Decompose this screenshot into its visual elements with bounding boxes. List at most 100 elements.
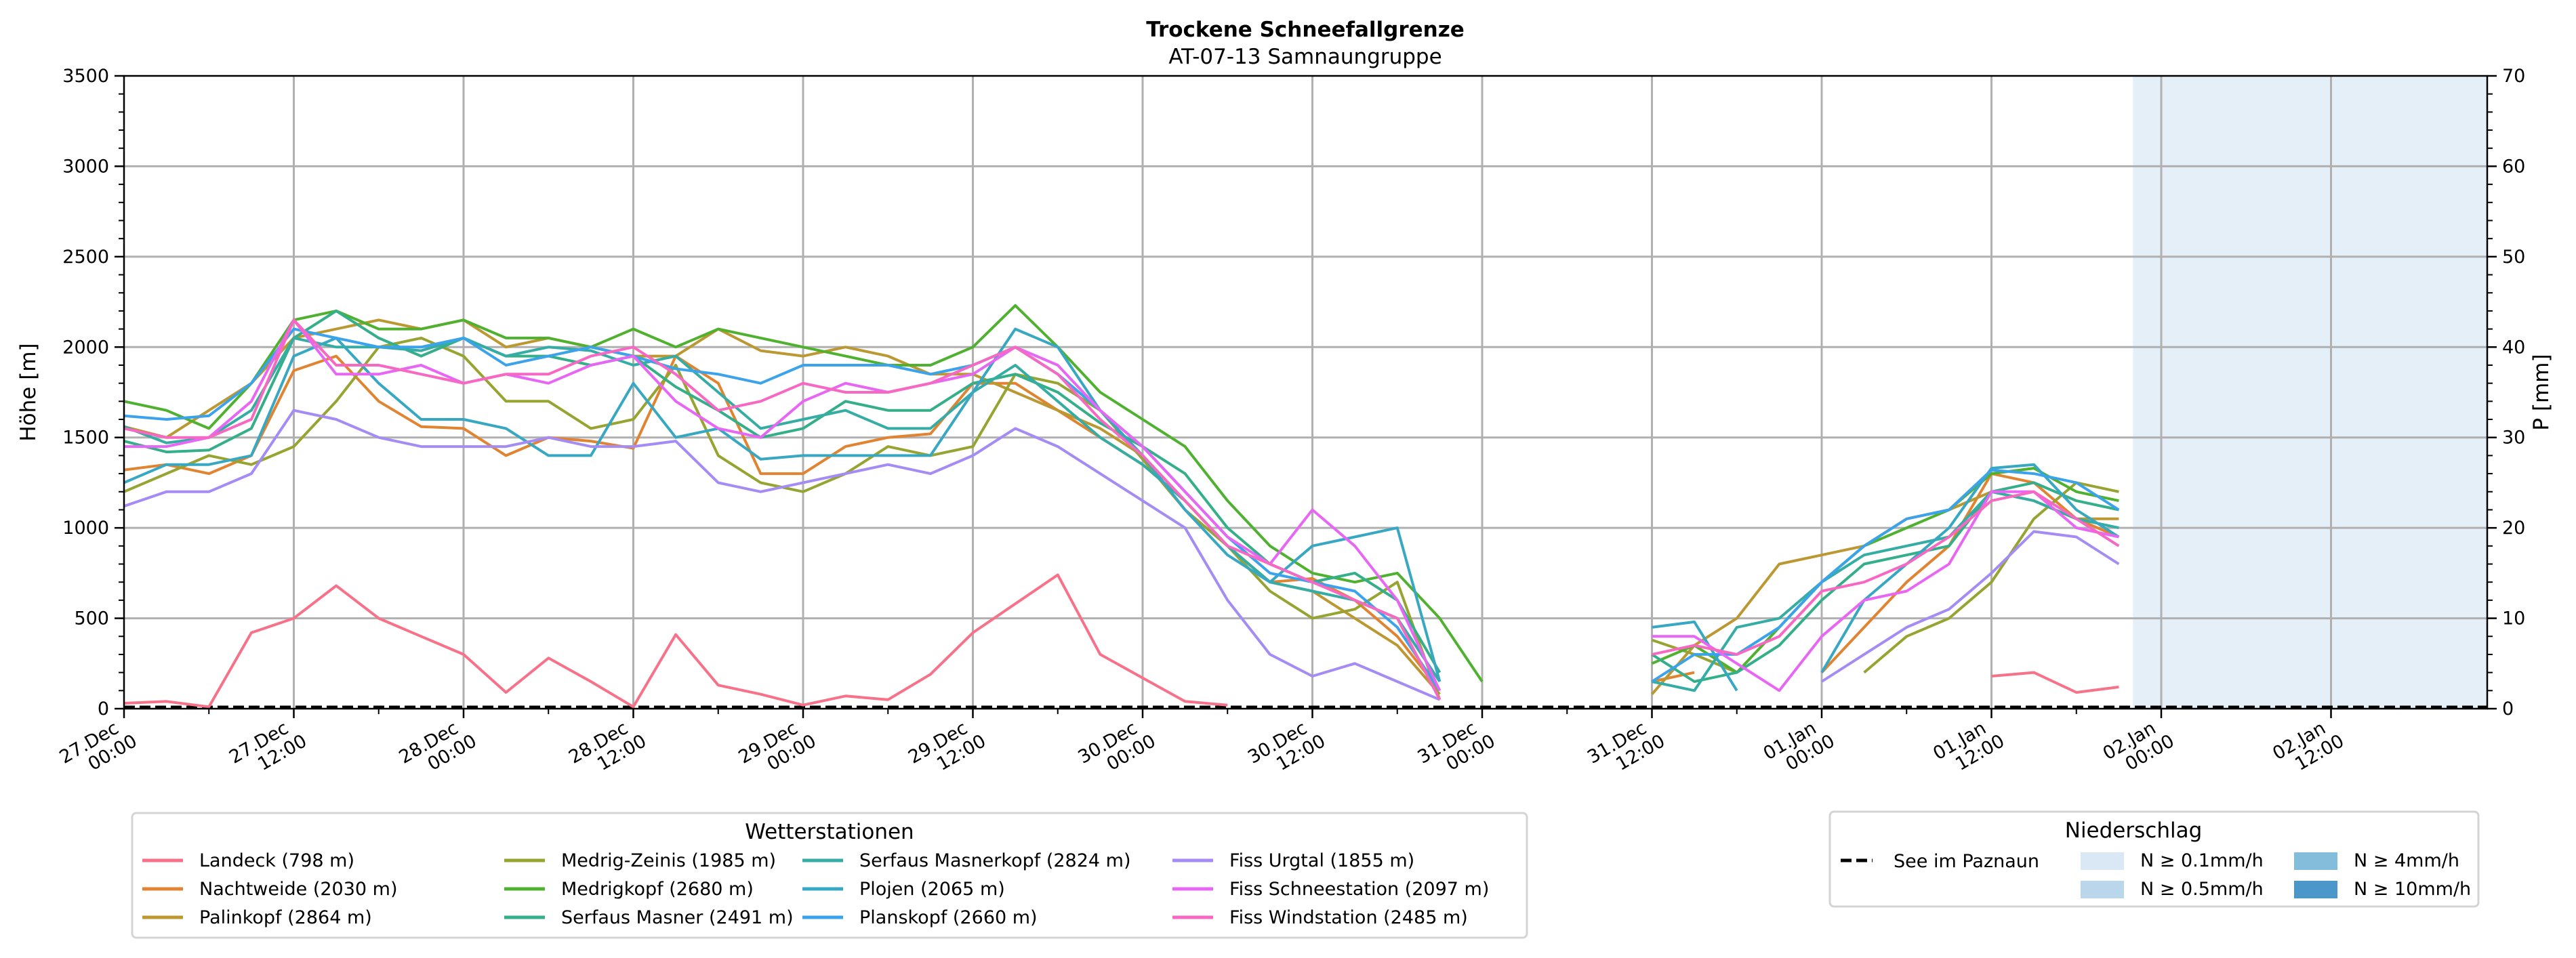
y2-tick-label: 40 <box>2502 337 2525 358</box>
precip-label: N ≥ 10mm/h <box>2354 879 2471 900</box>
precip-swatch <box>2081 852 2124 870</box>
legend-label: Fiss Windstation (2485 m) <box>1229 907 1468 928</box>
series-line-1 <box>1652 671 1695 683</box>
y2-tick-label: 50 <box>2502 247 2525 268</box>
legend-label: Serfaus Masner (2491 m) <box>561 907 794 928</box>
legend-label: Plojen (2065 m) <box>859 879 1005 900</box>
y-tick-label: 2500 <box>62 247 109 268</box>
legend-label: Medrig-Zeinis (1985 m) <box>561 850 776 871</box>
see-im-paznaun-legend-label: See im Paznaun <box>1894 851 2039 872</box>
station-legend-entry: Serfaus Masnerkopf (2824 m) <box>802 850 1130 871</box>
series-line-5 <box>124 309 1442 673</box>
legend-label: Landeck (798 m) <box>199 850 354 871</box>
station-legend-entry: Fiss Urgtal (1855 m) <box>1172 850 1414 871</box>
series-line-7 <box>124 327 1442 682</box>
chart-title: Trockene Schneefallgrenze <box>1146 18 1465 42</box>
series-line-9 <box>124 409 1441 701</box>
y2-tick-label: 30 <box>2502 428 2525 449</box>
chart-subtitle: AT-07-13 Samnaungruppe <box>1168 45 1442 69</box>
station-legend-frame <box>131 812 1528 939</box>
y-axis-label: Höhe [m] <box>16 343 41 441</box>
precip-legend-entry: N ≥ 0.5mm/h <box>2081 879 2264 900</box>
precip-legend-entry: N ≥ 4mm/h <box>2294 850 2459 871</box>
precipitation-band <box>2133 76 2487 709</box>
series-line-9 <box>1820 530 2120 683</box>
series-line-5 <box>1651 481 2119 683</box>
legend-label: Serfaus Masnerkopf (2824 m) <box>859 850 1130 871</box>
series-line-2 <box>124 318 1441 696</box>
series-line-4 <box>124 304 1484 683</box>
y2-tick-label: 20 <box>2502 518 2525 539</box>
series-line-1 <box>124 354 1441 692</box>
station-legend-entry: Fiss Schneestation (2097 m) <box>1172 879 1489 900</box>
plot-area <box>123 75 2489 710</box>
series-lines <box>124 304 2120 709</box>
precip-swatch <box>2294 852 2337 870</box>
legend-label: Planskopf (2660 m) <box>859 907 1038 928</box>
precip-legend: Niederschlag See im Paznaun N ≥ 0.1mm/h N… <box>1828 810 2480 908</box>
series-line-7 <box>1652 620 1738 692</box>
y2-tick-label: 60 <box>2502 156 2525 177</box>
series-line-8 <box>124 327 1442 692</box>
y-tick-label: 1500 <box>62 428 109 449</box>
precip-label: N ≥ 0.1mm/h <box>2140 850 2264 871</box>
precip-legend-title: Niederschlag <box>2065 818 2203 843</box>
series-line-10 <box>124 318 1442 692</box>
station-legend-entry: Plojen (2065 m) <box>802 879 1005 900</box>
y-tick-label: 0 <box>98 699 109 720</box>
series-line-1 <box>1820 472 2120 673</box>
station-legend-title: Wetterstationen <box>745 820 914 844</box>
y-axis-right: 0 10 20 30 40 50 60 70 <box>2487 66 2525 720</box>
station-legend-entry: Palinkopf (2864 m) <box>142 907 372 928</box>
series-line-6 <box>1652 490 2119 692</box>
legend-label: Palinkopf (2864 m) <box>199 907 372 928</box>
series-line-7 <box>1820 463 2120 673</box>
precip-label: N ≥ 0.5mm/h <box>2140 879 2264 900</box>
y-tick-label: 500 <box>74 608 109 629</box>
y-tick-label: 2000 <box>62 337 109 358</box>
station-legend-entry: Medrig-Zeinis (1985 m) <box>504 850 776 871</box>
y-tick-label: 3500 <box>62 66 109 87</box>
legend-label: Fiss Urgtal (1855 m) <box>1229 850 1414 871</box>
y2-tick-label: 70 <box>2502 66 2525 87</box>
station-legend-entry: Medrigkopf (2680 m) <box>504 879 754 900</box>
precip-legend-entry: N ≥ 0.1mm/h <box>2081 850 2264 871</box>
station-legend-entry: Landeck (798 m) <box>142 850 354 871</box>
y2-tick-label: 0 <box>2502 699 2514 720</box>
plot-frame <box>123 75 2489 710</box>
y-axis-left: 0 500 1000 1500 2000 2500 3000 3500 <box>62 66 124 720</box>
series-line-0 <box>124 573 1228 709</box>
series-line-10 <box>1652 490 2119 692</box>
y2-axis-label: P [mm] <box>2529 354 2554 430</box>
y2-tick-label: 10 <box>2502 608 2525 629</box>
station-legend-entry: Nachtweide (2030 m) <box>142 879 397 900</box>
station-legend-entry: Planskopf (2660 m) <box>802 907 1038 928</box>
legend-label: Fiss Schneestation (2097 m) <box>1229 879 1489 900</box>
precip-label: N ≥ 4mm/h <box>2354 850 2459 871</box>
station-legend-entry: Serfaus Masner (2491 m) <box>504 907 794 928</box>
station-legend-entry: Fiss Windstation (2485 m) <box>1172 907 1468 928</box>
series-line-8 <box>1651 468 2120 683</box>
legend-label: Nachtweide (2030 m) <box>199 879 397 900</box>
legend-label: Medrigkopf (2680 m) <box>561 879 754 900</box>
y-tick-label: 3000 <box>62 156 109 177</box>
station-legend: Wetterstationen Landeck (798 m) Nachtweid… <box>131 812 1528 939</box>
precip-swatch <box>2081 881 2124 898</box>
series-line-0 <box>1991 671 2119 694</box>
